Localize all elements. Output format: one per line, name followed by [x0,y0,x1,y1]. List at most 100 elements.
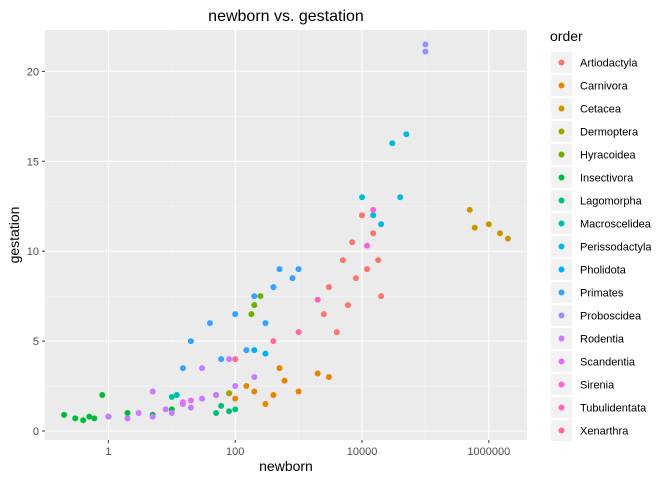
data-point [168,410,175,417]
x-axis-title: newborn [259,458,313,474]
data-point [199,365,206,372]
data-point [422,41,429,48]
data-point [344,302,351,309]
data-point [251,302,258,309]
y-axis-title: gestation [6,207,22,264]
data-point [226,408,233,415]
x-tick-label: 100 [226,446,244,458]
data-point [359,194,366,201]
data-point [91,415,98,422]
data-point [295,329,302,336]
data-point [422,48,429,55]
data-point [314,370,321,377]
data-point [359,212,366,219]
legend-symbol [558,289,565,296]
data-point [262,401,269,408]
legend-symbol [558,335,565,342]
y-tick-label: 20 [27,66,39,78]
legend-symbol [558,243,565,250]
data-point [349,239,356,246]
plot-panel [45,30,527,440]
data-point [187,338,194,345]
data-point [325,284,332,291]
data-point [243,383,250,390]
y-tick-label: 5 [33,336,39,348]
data-point [270,338,277,345]
data-point [262,320,269,327]
data-point [257,293,264,300]
data-point [504,235,511,242]
data-point [232,395,239,402]
legend-label: Tubulidentata [580,403,647,415]
data-point [276,365,283,372]
data-point [179,399,186,406]
data-point [124,415,131,422]
data-point [370,230,377,237]
legend-label: Proboscidea [580,311,642,323]
x-tick-label: 10000 [347,446,378,458]
legend-label: Carnivora [580,81,629,93]
data-point [403,131,410,138]
legend-symbol [558,197,565,204]
data-point [251,347,258,354]
data-point [206,320,213,327]
data-point [295,266,302,273]
data-point [124,410,131,417]
data-point [333,329,340,336]
legend-label: Lagomorpha [580,196,643,208]
x-tick-label: 1000000 [467,446,510,458]
legend-label: Xenarthra [580,426,629,438]
data-point [281,377,288,384]
legend-label: Cetacea [580,104,622,116]
data-point [80,417,87,424]
legend-symbol [558,427,565,434]
legend-symbol [558,266,565,273]
legend-label: Primates [580,288,624,300]
legend: order Artiodactyla Carnivora Cetacea Dermop… [550,28,652,441]
data-point [364,242,371,249]
data-point [289,275,296,282]
data-point [496,230,503,237]
legend-label: Macroscelidea [580,219,652,231]
data-point [226,390,233,397]
data-point [187,404,194,411]
data-point [199,395,206,402]
legend-symbol [558,312,565,319]
data-point [471,224,478,231]
legend-symbol [558,128,565,135]
legend-symbol [558,381,565,388]
legend-label: Dermoptera [580,127,639,139]
data-point [251,293,258,300]
data-point [173,392,180,399]
legend-symbol [558,174,565,181]
data-point [466,206,473,213]
legend-label: Pholidota [580,265,627,277]
y-tick-label: 10 [27,246,39,258]
chart-title: newborn vs. gestation [208,8,364,25]
legend-label: Scandentia [580,357,636,369]
data-point [320,311,327,318]
legend-label: Sirenia [580,380,615,392]
x-tick-label: 1 [105,446,111,458]
data-point [270,284,277,291]
data-point [243,347,250,354]
data-point [248,311,255,318]
data-point [378,293,385,300]
data-point [168,393,175,400]
data-point [61,411,68,418]
data-point [389,140,396,147]
data-point [99,392,106,399]
data-point [370,206,377,213]
data-point [251,388,258,395]
data-point [179,365,186,372]
data-point [213,392,220,399]
data-point [187,397,194,404]
legend-label: Perissodactyla [580,242,652,254]
data-point [370,212,377,219]
data-point [375,257,382,264]
data-point [397,194,404,201]
data-point [232,406,239,413]
legend-symbol [558,59,565,66]
data-point [364,266,371,273]
data-point [352,275,359,282]
